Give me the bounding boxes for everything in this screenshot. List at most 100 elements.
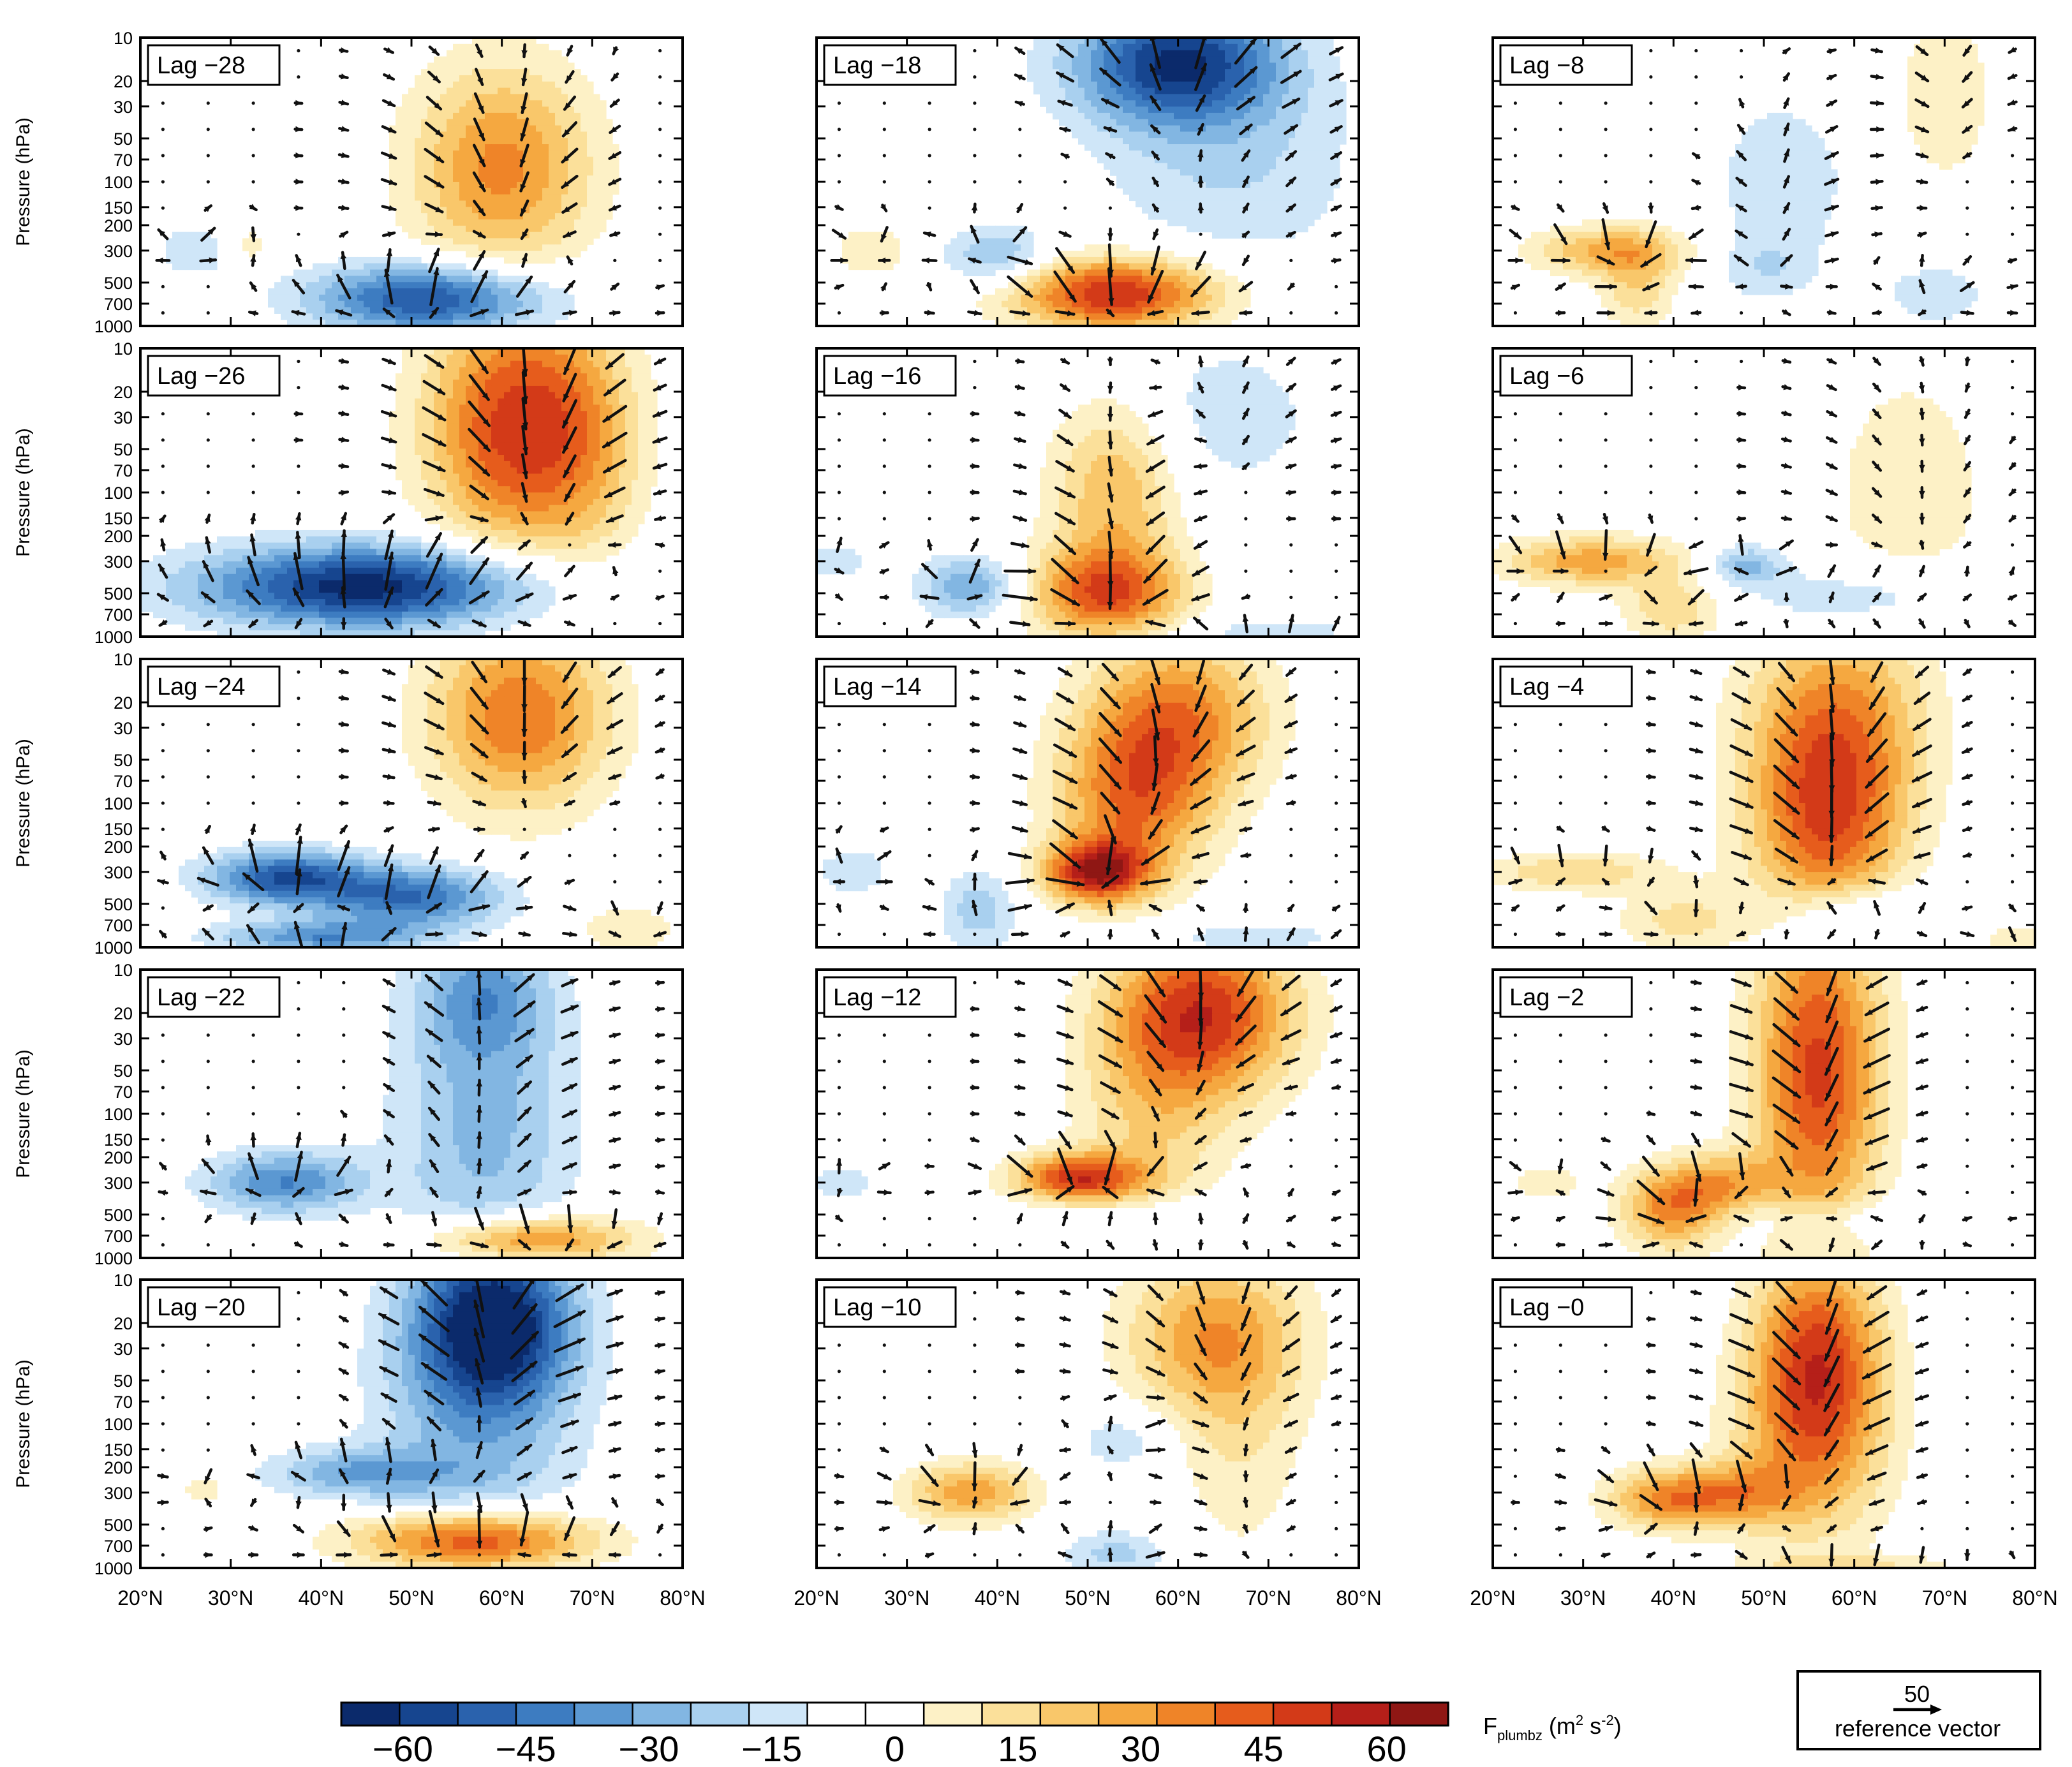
lag-label: Lag −24 [157, 674, 245, 700]
y-tick-label: 150 [104, 820, 133, 839]
colorbar-segment [1331, 1701, 1391, 1727]
y-axis-title: Pressure (hPa) [13, 1049, 34, 1178]
y-tick-label: 500 [104, 895, 133, 914]
x-tick-label: 70°N [570, 1586, 616, 1609]
colorbar-segment [1097, 1701, 1158, 1727]
flux-vectors [834, 1281, 1343, 1562]
x-tick-label: 80°N [2012, 1586, 2058, 1609]
y-tick-label: 70 [114, 1083, 133, 1102]
flux-vectors [157, 659, 667, 947]
colorbar-segment [457, 1701, 517, 1727]
y-tick-label: 150 [104, 1130, 133, 1150]
flux-vectors [1506, 356, 2018, 629]
y-tick-label: 10 [114, 961, 133, 980]
y-tick-label: 1000 [94, 1249, 133, 1268]
panel-2: Lag −18 [815, 36, 1360, 327]
x-tick-label: 20°N [117, 1586, 163, 1609]
y-tick-label: 700 [104, 1227, 133, 1246]
y-tick-label: 10 [114, 650, 133, 669]
y-tick-label: 500 [104, 274, 133, 293]
x-tick-label: 60°N [479, 1586, 525, 1609]
lag-label: Lag −18 [833, 52, 921, 79]
colorbar-segment [1156, 1701, 1217, 1727]
y-tick-label: 20 [114, 1314, 133, 1333]
y-tick-label: 1000 [94, 938, 133, 957]
y-tick-label: 150 [104, 1440, 133, 1460]
x-tick-label: 30°N [884, 1586, 930, 1609]
y-tick-label: 10 [114, 1271, 133, 1290]
lag-label-box [823, 355, 957, 397]
shaded-field [817, 38, 1359, 326]
y-tick-label: 70 [114, 461, 133, 480]
y-axis-title: Pressure (hPa) [13, 428, 34, 557]
flux-vectors [158, 970, 667, 1252]
colorbar-tick-label: −15 [741, 1729, 802, 1767]
y-tick-label: 50 [114, 1061, 133, 1081]
reference-vector-value: 50 [1904, 1681, 1930, 1707]
y-tick-label: 200 [104, 527, 133, 546]
colorbar-segment [515, 1701, 576, 1727]
panel-3: Lag −8 [1491, 36, 2036, 327]
y-tick-label: 20 [114, 383, 133, 402]
colorbar-tick-label: 60 [1366, 1729, 1406, 1767]
y-tick-label: 300 [104, 242, 133, 261]
colorbar-segment [922, 1701, 984, 1727]
lag-label: Lag −4 [1509, 674, 1584, 700]
lag-label-box [147, 44, 281, 86]
y-tick-label: 70 [114, 772, 133, 791]
colorbar-segment [1039, 1701, 1100, 1727]
y-tick-label: 300 [104, 552, 133, 572]
lag-label-box [823, 665, 957, 707]
lag-label: Lag −8 [1509, 52, 1584, 79]
lag-label: Lag −10 [833, 1294, 921, 1321]
y-tick-label: 1000 [94, 628, 133, 647]
x-tick-label: 40°N [1651, 1586, 1697, 1609]
x-tick-label: 20°N [794, 1586, 840, 1609]
lag-label: Lag −20 [157, 1294, 245, 1321]
y-tick-label: 1000 [94, 317, 133, 336]
lag-label-box [147, 1286, 281, 1328]
reference-vector-box: 50 reference vector [1796, 1670, 2041, 1750]
y-tick-label: 30 [114, 408, 133, 427]
flux-vectors [834, 970, 1343, 1251]
flux-vectors [157, 1280, 666, 1558]
colorbar-segment [1272, 1701, 1333, 1727]
y-tick-label: 500 [104, 1516, 133, 1535]
colorbar-tick-label: −45 [496, 1729, 556, 1767]
y-tick-label: 1000 [94, 1559, 133, 1578]
lag-label: Lag −6 [1509, 363, 1584, 390]
x-tick-label: 80°N [660, 1586, 706, 1609]
x-tick-label: 30°N [208, 1586, 254, 1609]
y-axis-title: Pressure (hPa) [13, 739, 34, 868]
y-tick-label: 300 [104, 1174, 133, 1193]
lag-label: Lag −14 [833, 674, 921, 700]
lag-label: Lag −16 [833, 363, 921, 390]
x-tick-label: 50°N [1741, 1586, 1787, 1609]
panel-14: Lag −10 20°N 30°N 40°N 50°N 60°N 70°N 80°N [794, 1278, 1382, 1609]
colorbar-tick-label: −60 [373, 1729, 433, 1767]
colorbar-tick-label: −30 [618, 1729, 679, 1767]
y-tick-label: 100 [104, 173, 133, 192]
flux-vectors [156, 348, 668, 630]
x-tick-label: 30°N [1560, 1586, 1606, 1609]
y-tick-label: 700 [104, 1537, 133, 1556]
y-tick-label: 30 [114, 719, 133, 738]
lag-label-box [1499, 665, 1633, 707]
y-tick-label: 50 [114, 129, 133, 149]
colorbar-segment [981, 1701, 1042, 1727]
y-axis-title: Pressure (hPa) [13, 1359, 34, 1488]
x-tick-label: 50°N [1065, 1586, 1111, 1609]
y-tick-label: 500 [104, 584, 133, 603]
lag-label-box [1499, 1286, 1633, 1328]
y-tick-label: 700 [104, 295, 133, 314]
y-tick-label: 20 [114, 1004, 133, 1023]
lag-label-box [823, 1286, 957, 1328]
y-tick-label: 10 [114, 29, 133, 48]
y-tick-label: 50 [114, 1371, 133, 1391]
lag-label-box [147, 355, 281, 397]
y-tick-label: 200 [104, 838, 133, 857]
y-tick-label: 100 [104, 794, 133, 813]
